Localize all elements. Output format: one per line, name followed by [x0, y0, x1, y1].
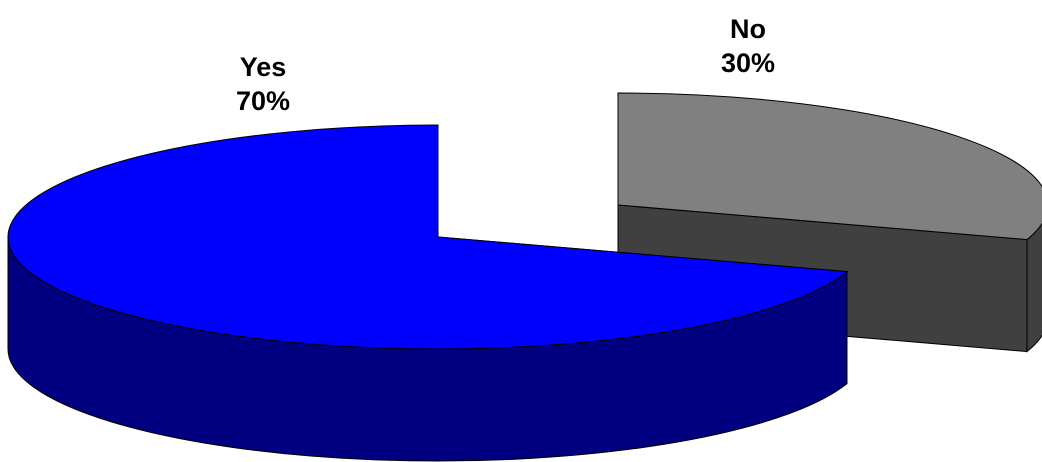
slice-yes-top [7, 124, 849, 350]
slice-label-yes: Yes [240, 52, 287, 82]
slice-yes [7, 124, 849, 462]
slice-no-top [617, 92, 1042, 241]
slice-value-yes: 70% [236, 86, 290, 116]
labels-group: Yes 70% No 30% [236, 14, 775, 116]
slice-value-no: 30% [721, 48, 775, 78]
slice-label-no: No [730, 14, 766, 44]
slice-no-side [1026, 222, 1042, 353]
slices-group [7, 92, 1042, 462]
